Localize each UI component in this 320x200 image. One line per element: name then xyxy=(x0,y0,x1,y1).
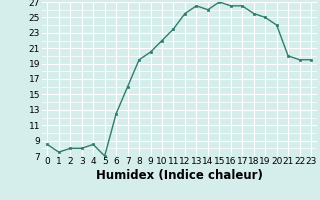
X-axis label: Humidex (Indice chaleur): Humidex (Indice chaleur) xyxy=(96,169,263,182)
